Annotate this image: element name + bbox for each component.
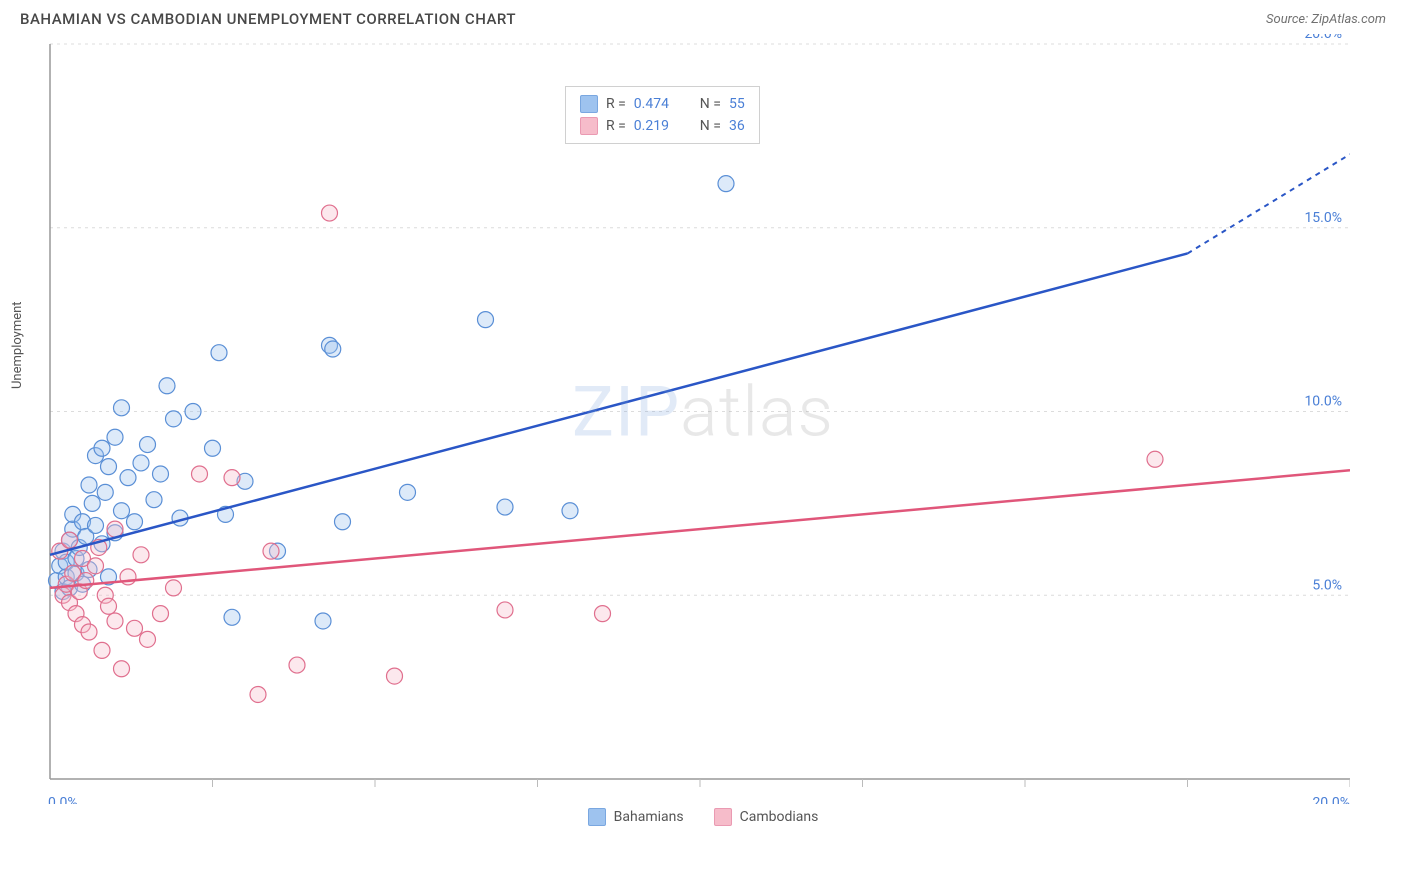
chart-title: BAHAMIAN VS CAMBODIAN UNEMPLOYMENT CORRE… (20, 10, 516, 28)
svg-text:15.0%: 15.0% (1304, 210, 1342, 226)
svg-text:20.0%: 20.0% (1312, 795, 1350, 804)
svg-text:5.0%: 5.0% (1312, 577, 1342, 593)
scatter-chart: 5.0% 10.0% 15.0% 20.0% 0.0% 20.0% (20, 34, 1350, 804)
legend-label: Bahamians (614, 809, 684, 825)
legend-item: Bahamians (588, 808, 684, 826)
svg-text:0.0%: 0.0% (48, 795, 78, 804)
chart-header: BAHAMIAN VS CAMBODIAN UNEMPLOYMENT CORRE… (0, 0, 1406, 34)
stats-legend: R =0.474N =55R =0.219N =36 (565, 86, 760, 144)
stats-row: R =0.474N =55 (580, 93, 745, 115)
svg-text:20.0%: 20.0% (1304, 34, 1342, 42)
series-swatch (580, 117, 598, 135)
series-legend: Bahamians Cambodians (0, 804, 1406, 826)
legend-item: Cambodians (714, 808, 819, 826)
svg-text:10.0%: 10.0% (1304, 394, 1342, 410)
stats-row: R =0.219N =36 (580, 115, 745, 137)
series-swatch (580, 95, 598, 113)
legend-label: Cambodians (740, 809, 819, 825)
legend-swatch (714, 808, 732, 826)
legend-swatch (588, 808, 606, 826)
chart-area: Unemployment 5.0%10.0%15.0%20.0%0.0%20.0… (20, 34, 1386, 804)
source-label: Source: ZipAtlas.com (1266, 12, 1386, 27)
y-axis-label: Unemployment (10, 301, 25, 389)
